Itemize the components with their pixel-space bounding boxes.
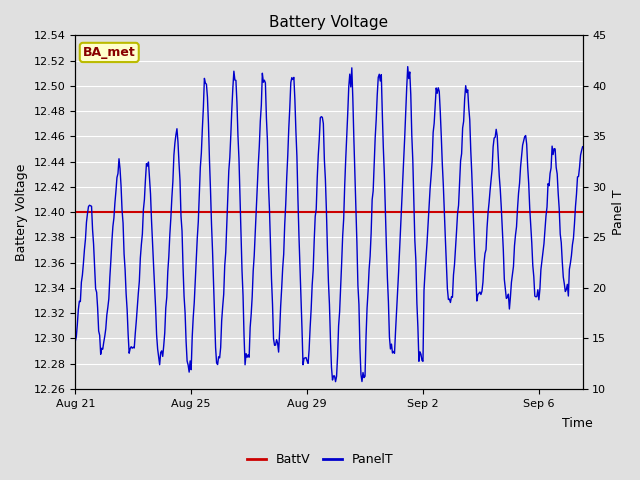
Legend: BattV, PanelT: BattV, PanelT xyxy=(242,448,398,471)
Y-axis label: Panel T: Panel T xyxy=(612,189,625,235)
Text: BA_met: BA_met xyxy=(83,46,136,59)
X-axis label: Time: Time xyxy=(562,417,593,430)
Y-axis label: Battery Voltage: Battery Voltage xyxy=(15,163,28,261)
Title: Battery Voltage: Battery Voltage xyxy=(269,15,388,30)
